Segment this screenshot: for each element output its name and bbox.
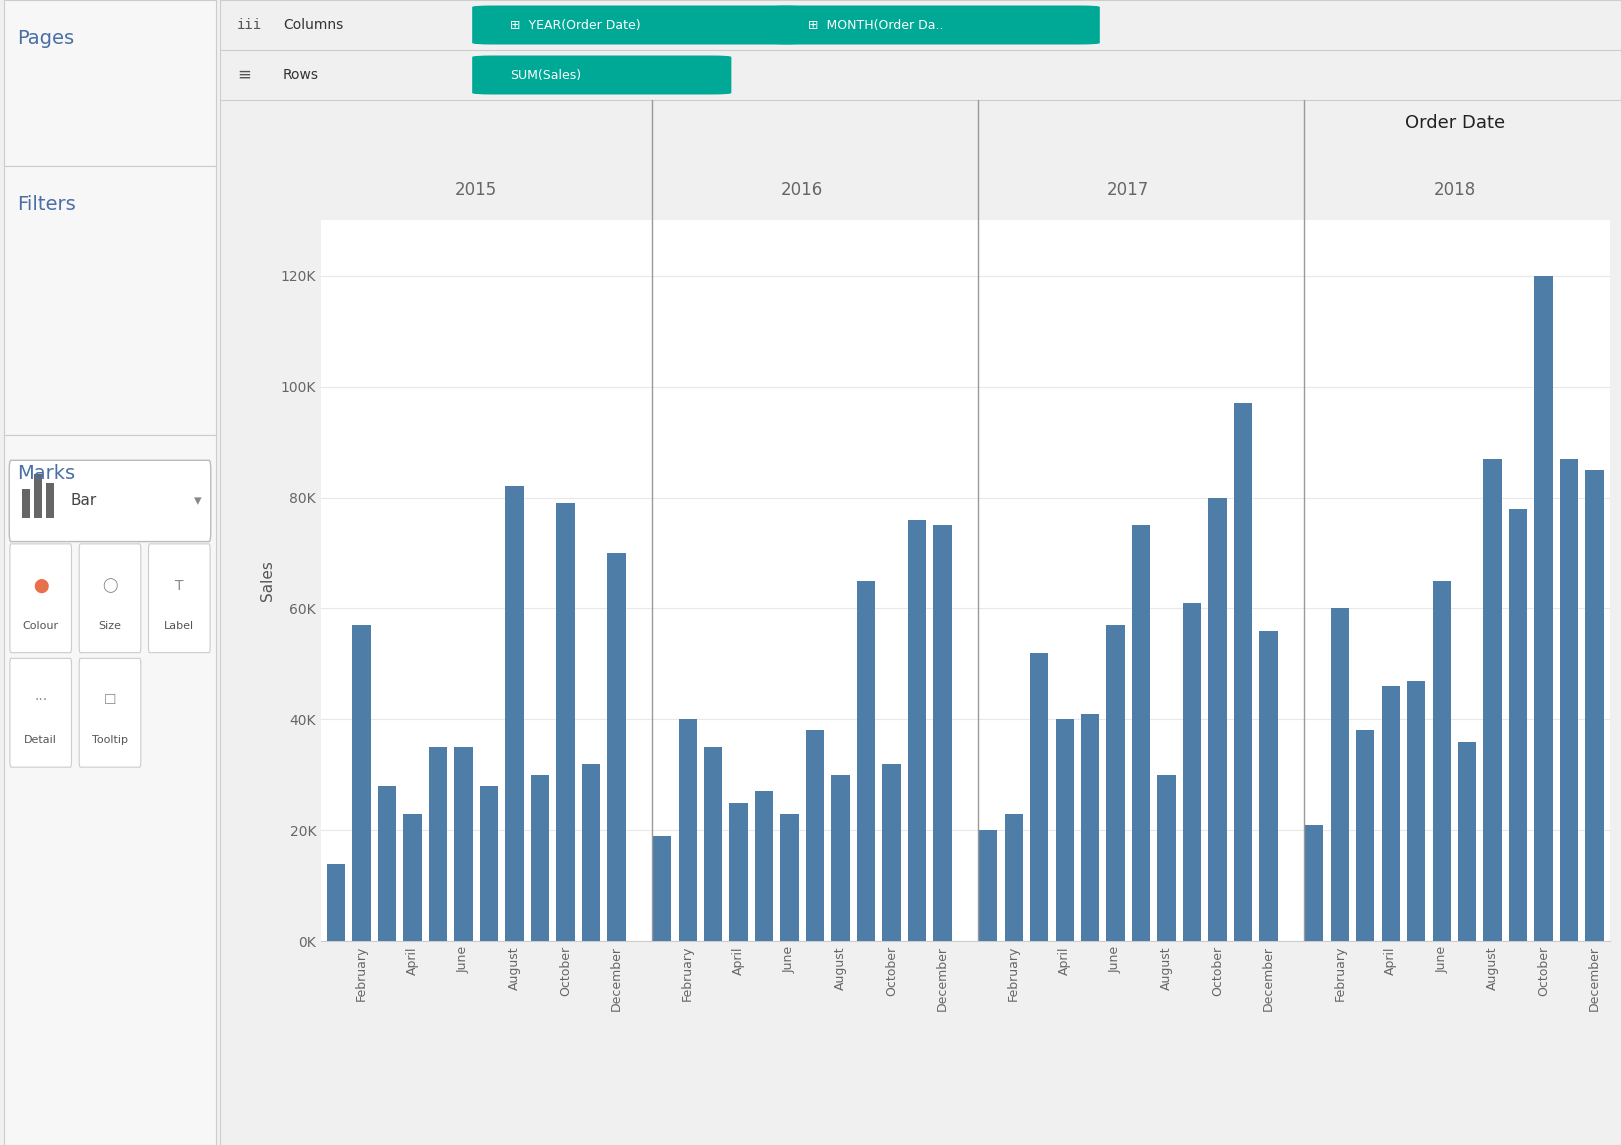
Text: ···: ···: [34, 693, 47, 708]
Bar: [1433, 581, 1451, 941]
Text: Columns: Columns: [284, 18, 344, 32]
Text: ⊞  YEAR(Order Date): ⊞ YEAR(Order Date): [511, 18, 640, 32]
FancyBboxPatch shape: [10, 460, 211, 542]
Bar: [506, 487, 524, 941]
FancyBboxPatch shape: [149, 544, 211, 653]
Text: ⬤: ⬤: [32, 578, 49, 593]
Text: Marks: Marks: [18, 464, 76, 483]
Y-axis label: Sales: Sales: [259, 560, 276, 601]
FancyBboxPatch shape: [10, 658, 71, 767]
Bar: [1457, 742, 1477, 941]
Bar: [806, 731, 823, 941]
Bar: [1005, 814, 1023, 941]
Bar: [1407, 680, 1425, 941]
Bar: [1183, 603, 1201, 941]
Bar: [1107, 625, 1125, 941]
Bar: [1559, 459, 1579, 941]
Text: Filters: Filters: [18, 195, 76, 214]
Text: Pages: Pages: [18, 29, 75, 48]
Bar: [882, 764, 901, 941]
Text: SUM(Sales): SUM(Sales): [511, 69, 582, 81]
Bar: [608, 553, 626, 941]
Text: ≡: ≡: [237, 66, 251, 84]
Bar: [5, 166, 216, 435]
Text: Bar: Bar: [70, 492, 97, 508]
Bar: [1055, 719, 1073, 941]
Bar: [1331, 608, 1349, 941]
Bar: [1483, 459, 1501, 941]
Bar: [47, 483, 53, 518]
Bar: [5, 0, 216, 166]
Bar: [430, 747, 447, 941]
Bar: [1509, 508, 1527, 941]
FancyBboxPatch shape: [472, 6, 801, 45]
Bar: [327, 863, 345, 941]
Text: T: T: [175, 578, 183, 593]
Text: 2018: 2018: [1433, 181, 1475, 199]
Bar: [1234, 403, 1251, 941]
Bar: [934, 526, 952, 941]
Text: Order Date: Order Date: [1405, 114, 1506, 133]
Text: ◯: ◯: [102, 578, 118, 593]
FancyBboxPatch shape: [79, 544, 141, 653]
Bar: [1081, 713, 1099, 941]
Bar: [704, 747, 723, 941]
Bar: [23, 489, 29, 518]
FancyBboxPatch shape: [472, 55, 731, 95]
Bar: [1357, 731, 1375, 941]
Bar: [1535, 276, 1553, 941]
Bar: [1260, 631, 1277, 941]
Text: Label: Label: [164, 621, 195, 631]
FancyBboxPatch shape: [770, 6, 1099, 45]
Bar: [653, 836, 671, 941]
Text: Colour: Colour: [23, 621, 58, 631]
Text: Tooltip: Tooltip: [92, 735, 128, 745]
Text: 2015: 2015: [456, 181, 498, 199]
Bar: [1208, 497, 1227, 941]
Bar: [454, 747, 473, 941]
Bar: [404, 814, 421, 941]
Bar: [979, 830, 997, 941]
Bar: [1381, 686, 1401, 941]
Bar: [1157, 775, 1175, 941]
Bar: [755, 791, 773, 941]
Text: ▾: ▾: [193, 492, 201, 508]
Text: Size: Size: [99, 621, 122, 631]
Bar: [5, 435, 216, 1145]
Bar: [530, 775, 550, 941]
Bar: [556, 503, 574, 941]
Bar: [679, 719, 697, 941]
Bar: [1029, 653, 1049, 941]
Bar: [480, 785, 498, 941]
Bar: [352, 625, 371, 941]
Bar: [1585, 469, 1603, 941]
Bar: [34, 474, 42, 518]
Text: 2016: 2016: [781, 181, 823, 199]
Text: 2017: 2017: [1107, 181, 1149, 199]
Text: ⊞  MONTH(Order Da..: ⊞ MONTH(Order Da..: [809, 18, 943, 32]
Text: Detail: Detail: [24, 735, 57, 745]
Bar: [1131, 526, 1151, 941]
Bar: [582, 764, 600, 941]
Text: ☐: ☐: [104, 693, 117, 708]
Text: Rows: Rows: [284, 68, 319, 82]
Bar: [780, 814, 799, 941]
Text: iii: iii: [237, 18, 263, 32]
Bar: [832, 775, 849, 941]
FancyBboxPatch shape: [10, 544, 71, 653]
Bar: [378, 785, 396, 941]
Bar: [1305, 824, 1323, 941]
Bar: [729, 803, 747, 941]
Bar: [858, 581, 875, 941]
FancyBboxPatch shape: [79, 658, 141, 767]
Bar: [908, 520, 926, 941]
